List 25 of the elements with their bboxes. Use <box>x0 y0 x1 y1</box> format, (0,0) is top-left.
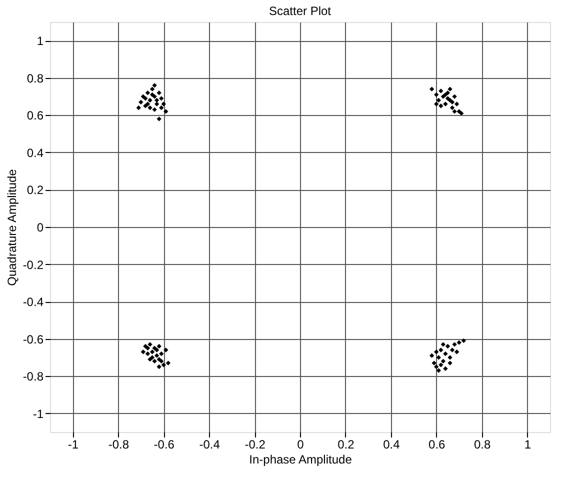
y-tick-label: 0.6 <box>26 108 44 123</box>
y-tick-label: -0.4 <box>22 295 44 310</box>
y-tick-label: -0.8 <box>22 370 44 384</box>
y-axis-title: Quadrature Amplitude <box>4 168 19 286</box>
y-tick-label: 0.2 <box>26 183 44 198</box>
x-tick-label: -0.4 <box>199 438 220 452</box>
x-tick-label: 1 <box>524 438 532 452</box>
y-tick-label: 0 <box>36 220 44 234</box>
x-tick-label: 0.8 <box>474 438 491 452</box>
y-tick-label: -0.2 <box>22 258 44 272</box>
y-tick-label: 1 <box>36 34 44 48</box>
chart-title: Scatter Plot <box>268 4 332 18</box>
x-tick-label: 0.6 <box>428 438 446 452</box>
y-tick-label: 0.4 <box>26 146 44 160</box>
x-tick-label: -0.8 <box>108 438 130 452</box>
x-tick-label: 0 <box>297 438 304 452</box>
x-tick-label: 0.4 <box>383 438 400 452</box>
y-tick-label: 0.8 <box>26 71 44 86</box>
y-tick-label: -0.6 <box>22 332 44 346</box>
y-tick-label: -1 <box>32 406 44 421</box>
x-tick-label: -1 <box>68 438 79 452</box>
x-tick-label: 0.2 <box>338 438 355 452</box>
x-axis-title: In-phase Amplitude <box>249 452 352 466</box>
x-tick-label: -0.2 <box>244 438 266 452</box>
x-tick-label: -0.6 <box>154 438 175 452</box>
